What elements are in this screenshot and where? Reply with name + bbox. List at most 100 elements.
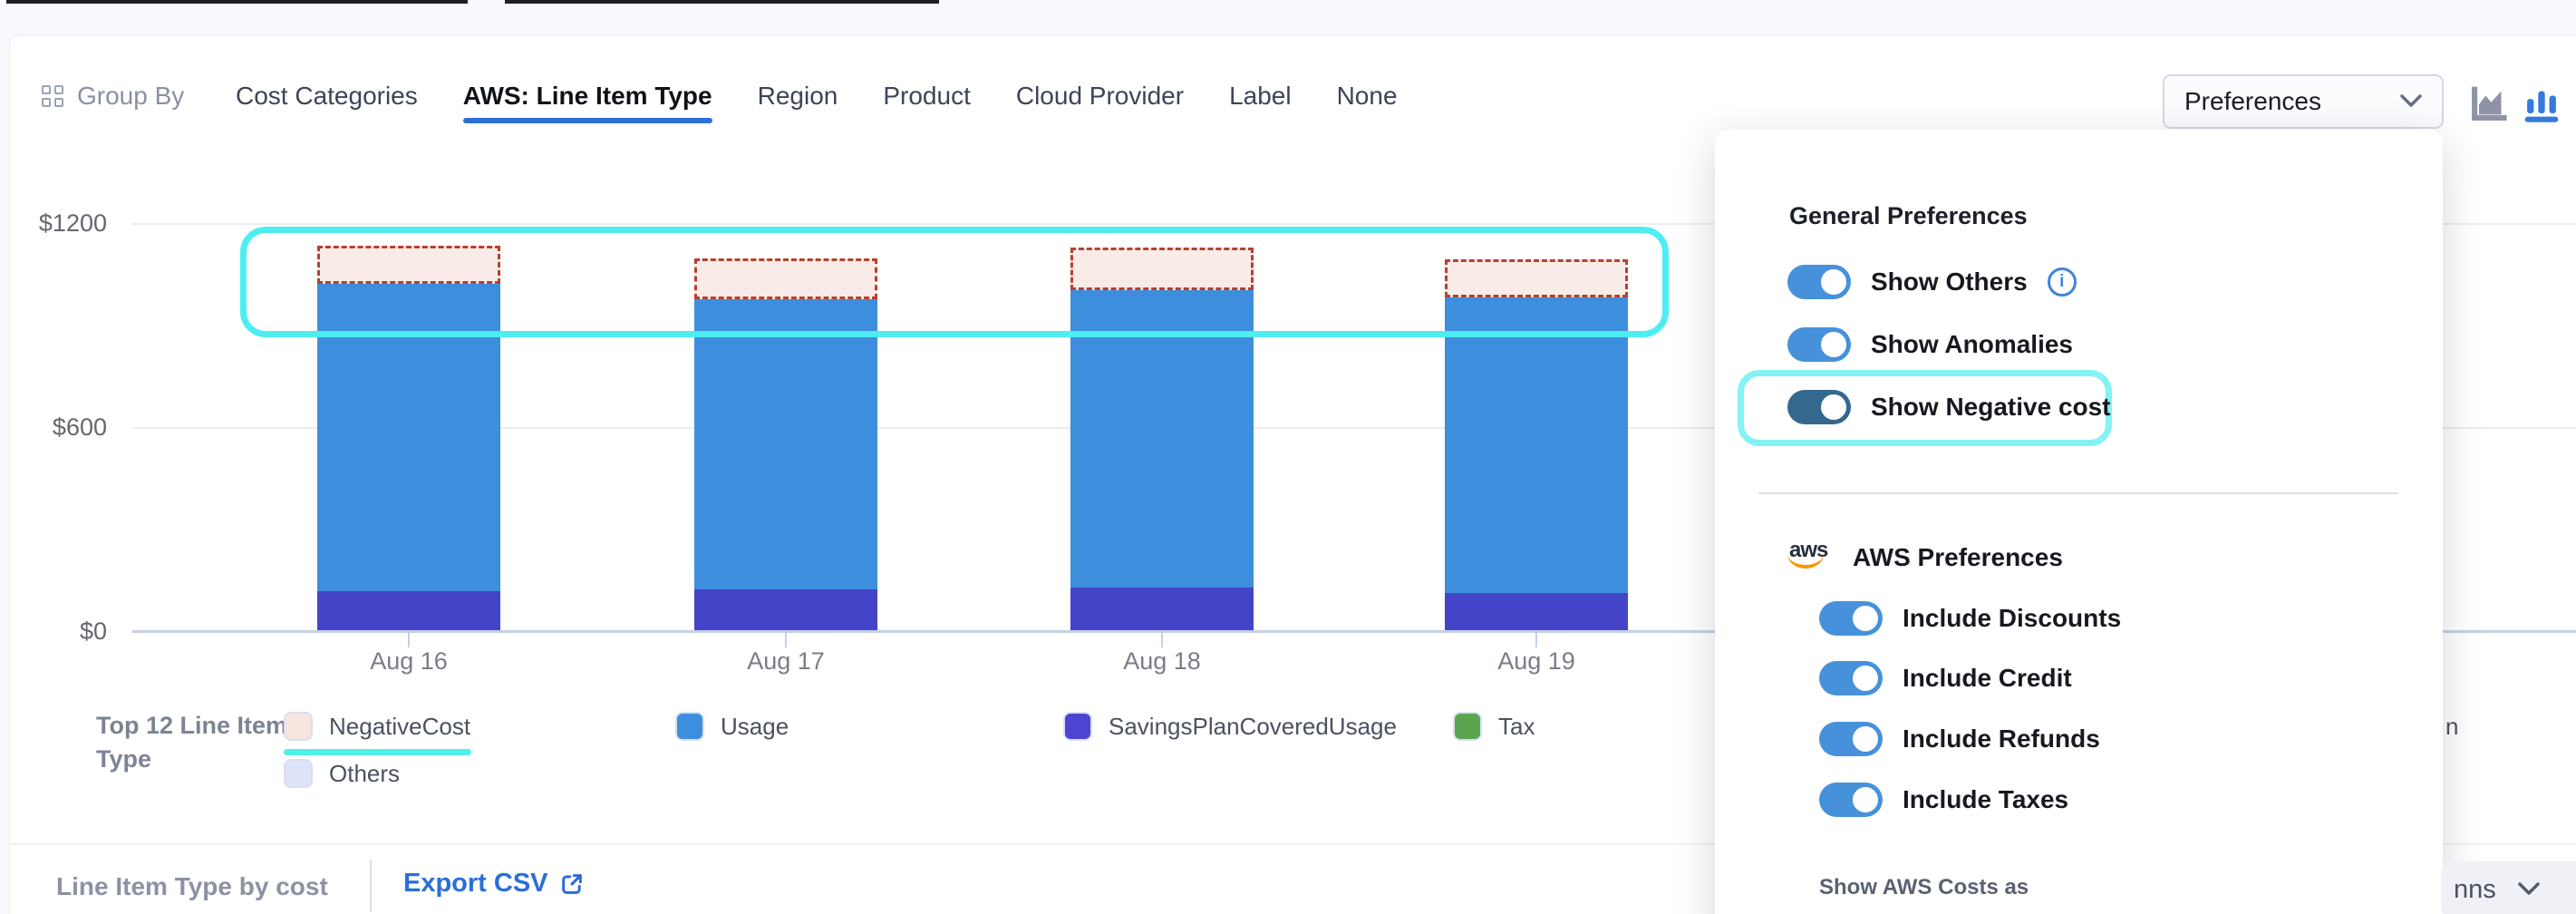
tab-cloud-provider[interactable]: Cloud Provider bbox=[1015, 82, 1185, 110]
tab-none[interactable]: None bbox=[1336, 82, 1398, 110]
toggle-include-taxes[interactable] bbox=[1819, 783, 1883, 817]
external-link-icon bbox=[561, 873, 582, 894]
preference-row-show-others: Show Others i bbox=[1787, 264, 2077, 300]
window-edge-strip bbox=[6, 0, 468, 4]
show-aws-costs-as-label: Show AWS Costs as bbox=[1819, 875, 2029, 899]
table-section-title: Line Item Type by cost bbox=[56, 872, 328, 900]
group-by-grid-icon bbox=[42, 85, 63, 107]
preference-row-show-negative-cost: Show Negative cost bbox=[1787, 389, 2111, 425]
legend-title: Top 12 Line Item Type bbox=[96, 712, 288, 773]
toggle-show-negative-cost[interactable] bbox=[1787, 390, 1851, 424]
bar-segment-savingsplancoveredusage[interactable] bbox=[1070, 588, 1254, 632]
gridline bbox=[132, 223, 2576, 225]
tab-label[interactable]: Label bbox=[1229, 82, 1292, 110]
toggle-show-anomalies[interactable] bbox=[1787, 327, 1851, 362]
legend-item-negativecost[interactable]: NegativeCost bbox=[284, 711, 470, 742]
bar-segment-usage[interactable] bbox=[1445, 297, 1628, 593]
y-axis-tick-label: $0 bbox=[79, 617, 107, 645]
legend-item-tax[interactable]: Tax bbox=[1453, 711, 1535, 742]
group-by-control: Group By bbox=[42, 76, 184, 116]
legend-item-usage[interactable]: Usage bbox=[675, 711, 789, 742]
toggle-include-refunds[interactable] bbox=[1819, 722, 1883, 756]
bar-segment-savingsplancoveredusage[interactable] bbox=[317, 591, 500, 632]
bar-segment-savingsplancoveredusage[interactable] bbox=[694, 589, 877, 632]
legend-label: Others bbox=[329, 759, 401, 787]
tab-cost-categories[interactable]: Cost Categories bbox=[236, 82, 418, 110]
preference-row-include-taxes: Include Taxes bbox=[1819, 782, 2068, 818]
preferences-dropdown-label: Preferences bbox=[2184, 87, 2321, 115]
export-csv-label: Export CSV bbox=[403, 869, 548, 898]
preferences-panel: General Preferences Show Others i Show Ano… bbox=[1715, 130, 2443, 914]
x-axis-tick-label: Aug 19 bbox=[1497, 647, 1575, 675]
legend-label: NegativeCost bbox=[329, 712, 471, 740]
toggle-show-others[interactable] bbox=[1787, 265, 1851, 299]
footer-divider bbox=[10, 843, 2576, 845]
columns-select[interactable]: nns bbox=[2441, 861, 2576, 914]
legend-item-cutoff-fragment: n bbox=[2445, 713, 2459, 740]
tab-product[interactable]: Product bbox=[883, 82, 971, 110]
aws-logo-icon: aws bbox=[1787, 538, 1833, 578]
y-axis-tick-label: $600 bbox=[52, 413, 107, 441]
legend-label: Usage bbox=[721, 712, 789, 740]
toggle-include-discounts[interactable] bbox=[1819, 601, 1883, 636]
bar-segment-negativecost[interactable] bbox=[1070, 248, 1254, 291]
preference-row-show-anomalies: Show Anomalies bbox=[1787, 326, 2073, 363]
x-axis-tick-label: Aug 18 bbox=[1123, 647, 1201, 675]
toggle-include-credit[interactable] bbox=[1819, 661, 1883, 695]
aws-preferences-header: aws AWS Preferences bbox=[1787, 538, 2063, 578]
preferences-dropdown-button[interactable]: Preferences bbox=[2163, 74, 2444, 129]
group-by-tabs: Cost Categories AWS: Line Item Type Region… bbox=[236, 76, 1398, 123]
legend-highlight-underline bbox=[284, 749, 471, 755]
export-csv-button[interactable]: Export CSV bbox=[403, 869, 585, 899]
bar-segment-negativecost[interactable] bbox=[317, 246, 500, 284]
x-axis-tick-mark bbox=[1535, 633, 1537, 647]
legend-swatch bbox=[284, 712, 313, 741]
toggle-label: Include Discounts bbox=[1903, 604, 2122, 632]
chevron-down-icon bbox=[2518, 882, 2540, 895]
tab-aws-line-item-type[interactable]: AWS: Line Item Type bbox=[462, 82, 712, 123]
bar-segment-negativecost[interactable] bbox=[1445, 259, 1628, 297]
columns-select-label: nns bbox=[2454, 874, 2496, 904]
toggle-label: Show Negative cost bbox=[1871, 393, 2111, 421]
legend-swatch bbox=[284, 759, 313, 788]
x-axis-tick-label: Aug 17 bbox=[747, 647, 825, 675]
legend-label: Tax bbox=[1498, 712, 1535, 740]
legend-label: SavingsPlanCoveredUsage bbox=[1109, 712, 1397, 740]
area-chart-icon[interactable] bbox=[2469, 83, 2509, 123]
toggle-label: Include Taxes bbox=[1903, 785, 2069, 813]
legend-swatch bbox=[675, 712, 704, 741]
y-axis-tick-label: $1200 bbox=[38, 209, 107, 237]
bar-segment-usage[interactable] bbox=[694, 298, 877, 590]
info-icon[interactable]: i bbox=[2047, 267, 2077, 297]
bar-chart-icon[interactable] bbox=[2522, 83, 2561, 123]
legend-swatch bbox=[1063, 712, 1092, 741]
preference-row-include-discounts: Include Discounts bbox=[1819, 600, 2121, 637]
show-negative-cost-highlight-box bbox=[1738, 370, 2112, 446]
legend-item-savingsplancoveredusage[interactable]: SavingsPlanCoveredUsage bbox=[1063, 711, 1397, 742]
aws-preferences-title: AWS Preferences bbox=[1853, 543, 2063, 571]
window-edge-strip bbox=[505, 0, 939, 4]
bar-segment-usage[interactable] bbox=[1070, 290, 1254, 588]
chevron-down-icon bbox=[2400, 94, 2422, 107]
preference-row-include-refunds: Include Refunds bbox=[1819, 721, 2100, 757]
legend-swatch bbox=[1453, 712, 1482, 741]
preference-row-include-credit: Include Credit bbox=[1819, 660, 2072, 696]
bar-segment-savingsplancoveredusage[interactable] bbox=[1445, 592, 1628, 632]
tab-region[interactable]: Region bbox=[757, 82, 838, 110]
gridline bbox=[132, 427, 2576, 429]
x-axis-tick-mark bbox=[408, 633, 410, 647]
group-by-label: Group By bbox=[77, 82, 185, 110]
x-axis-tick-mark bbox=[785, 633, 787, 647]
x-axis-tick-mark bbox=[1161, 633, 1163, 647]
panel-divider bbox=[1758, 492, 2398, 494]
toggle-label: Include Refunds bbox=[1903, 724, 2100, 753]
toggle-label: Show Anomalies bbox=[1871, 330, 2074, 358]
general-preferences-title: General Preferences bbox=[1789, 202, 2028, 229]
x-axis-tick-label: Aug 16 bbox=[370, 647, 448, 675]
toggle-label: Show Others bbox=[1871, 267, 2028, 296]
toggle-label: Include Credit bbox=[1903, 664, 2072, 692]
bar-segment-negativecost[interactable] bbox=[694, 258, 877, 299]
legend-item-others[interactable]: Others bbox=[284, 758, 400, 789]
footer-vertical-divider bbox=[370, 860, 372, 912]
